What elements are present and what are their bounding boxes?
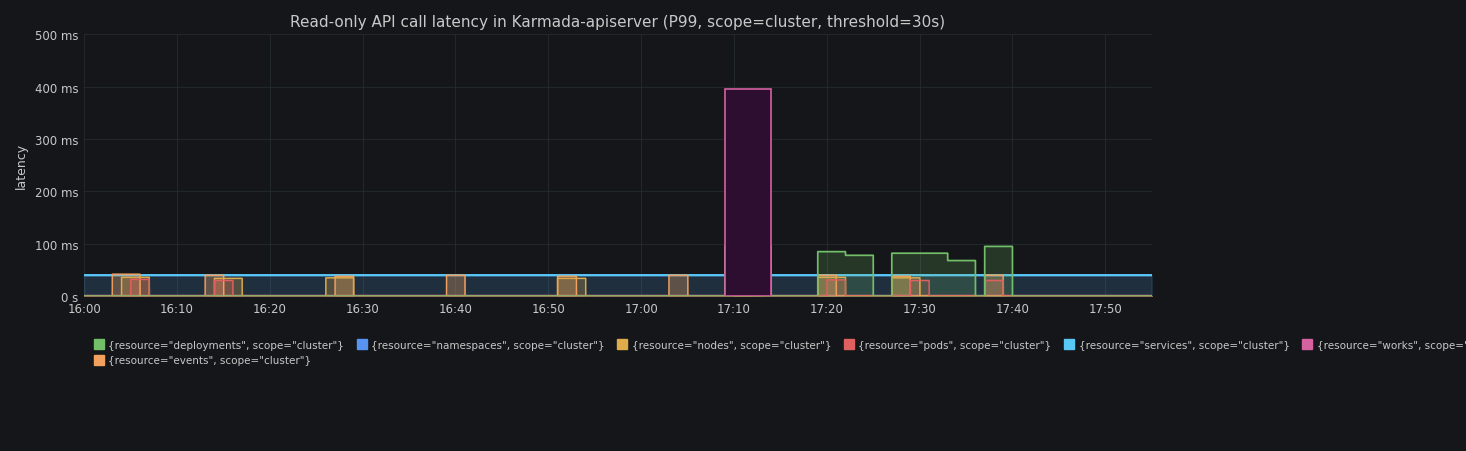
Y-axis label: latency: latency bbox=[15, 143, 28, 189]
Legend: {resource="deployments", scope="cluster"}, {resource="events", scope="cluster"},: {resource="deployments", scope="cluster"… bbox=[89, 336, 1466, 370]
Title: Read-only API call latency in Karmada-apiserver (P99, scope=cluster, threshold=3: Read-only API call latency in Karmada-ap… bbox=[290, 15, 946, 30]
Bar bbox=[724, 90, 771, 296]
